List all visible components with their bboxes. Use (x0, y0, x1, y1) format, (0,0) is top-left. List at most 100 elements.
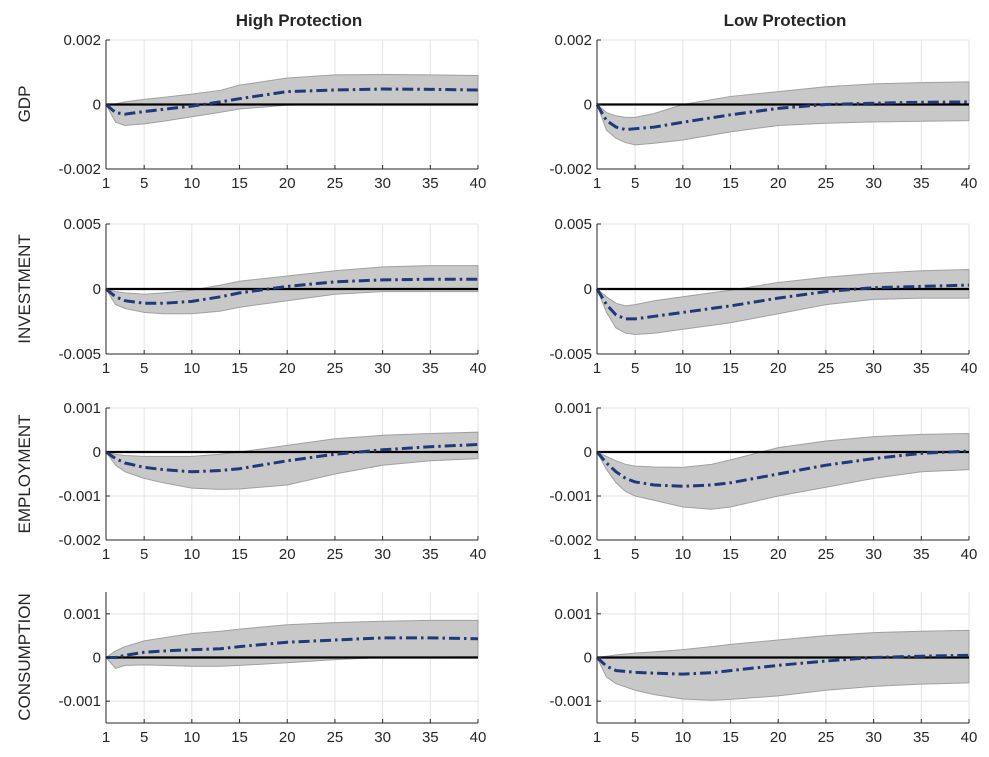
x-tick-label: 25 (327, 175, 344, 192)
median-response-line (105, 277, 478, 305)
y-tick-label: 0.001 (554, 606, 592, 623)
x-tick-label: 20 (279, 360, 296, 377)
x-tick-label: 1 (593, 546, 601, 563)
x-tick-label: 20 (770, 546, 787, 563)
x-tick-label: 5 (631, 175, 639, 192)
x-tick-label: 25 (327, 729, 344, 746)
y-tick-label: 0.001 (554, 400, 592, 417)
x-tick-label: 30 (865, 175, 882, 192)
x-tick-label: 40 (961, 175, 978, 192)
x-tick-label: 35 (422, 360, 439, 377)
x-tick-label: 30 (374, 729, 391, 746)
x-tick-label: 20 (279, 546, 296, 563)
x-tick-label: 35 (913, 729, 930, 746)
median-response-line (105, 443, 479, 474)
y-tick-label: -0.002 (549, 532, 592, 549)
x-tick-label: 35 (913, 546, 930, 563)
x-tick-label: 15 (722, 175, 739, 192)
x-tick-label: 25 (818, 729, 835, 746)
y-tick-label: -0.001 (549, 488, 592, 505)
x-tick-label: 35 (913, 360, 930, 377)
y-tick-label: -0.002 (549, 161, 592, 178)
row-label-investment: INVESTMENT (15, 234, 34, 344)
x-tick-label: 10 (184, 729, 201, 746)
confidence-band (595, 433, 970, 510)
x-tick-label: 10 (675, 175, 692, 192)
x-tick-label: 5 (140, 546, 148, 563)
x-tick-label: 15 (231, 546, 248, 563)
y-tick-label: 0 (93, 281, 101, 298)
median-response-line (105, 87, 479, 116)
y-tick-label: -0.001 (58, 693, 101, 710)
y-tick-label: 0 (584, 97, 592, 114)
y-tick-label: -0.005 (58, 346, 101, 363)
x-tick-label: 35 (422, 546, 439, 563)
y-tick-label: 0.002 (63, 32, 101, 49)
x-tick-label: 40 (470, 360, 487, 377)
x-tick-label: 35 (422, 175, 439, 192)
y-tick-label: 0 (584, 650, 592, 667)
median-response-line (106, 636, 479, 659)
x-tick-label: 10 (675, 546, 692, 563)
x-tick-label: 10 (184, 175, 201, 192)
column-title-low-protection: Low Protection (724, 11, 847, 30)
x-tick-label: 1 (102, 360, 110, 377)
x-tick-label: 1 (102, 729, 110, 746)
x-tick-label: 10 (184, 546, 201, 563)
x-tick-label: 30 (865, 360, 882, 377)
confidence-band (596, 268, 970, 336)
x-tick-label: 35 (913, 175, 930, 192)
y-tick-label: 0.005 (554, 216, 592, 233)
x-tick-label: 1 (102, 546, 110, 563)
x-tick-label: 40 (470, 175, 487, 192)
x-tick-label: 15 (231, 729, 248, 746)
x-tick-label: 25 (327, 360, 344, 377)
x-tick-label: 20 (770, 175, 787, 192)
confidence-band (105, 619, 479, 669)
y-tick-label: 0 (584, 281, 592, 298)
x-tick-label: 40 (470, 729, 487, 746)
y-tick-label: -0.002 (58, 161, 101, 178)
x-tick-label: 30 (865, 546, 882, 563)
y-tick-label: 0 (93, 650, 101, 667)
y-tick-label: -0.001 (58, 488, 101, 505)
y-tick-label: 0 (93, 444, 101, 461)
confidence-band (596, 629, 970, 701)
median-response-line (595, 100, 970, 132)
median-response-line (595, 653, 970, 676)
y-tick-label: 0.001 (63, 400, 101, 417)
y-tick-label: 0.001 (63, 606, 101, 623)
x-tick-label: 5 (631, 360, 639, 377)
x-tick-label: 25 (818, 175, 835, 192)
x-tick-label: 5 (631, 729, 639, 746)
x-tick-label: 15 (722, 360, 739, 377)
x-tick-label: 5 (140, 729, 148, 746)
x-tick-label: 20 (279, 175, 296, 192)
x-tick-label: 25 (818, 546, 835, 563)
x-tick-label: 15 (231, 175, 248, 192)
x-tick-label: 40 (961, 546, 978, 563)
x-tick-label: 40 (961, 729, 978, 746)
x-tick-label: 30 (374, 546, 391, 563)
x-tick-label: 20 (770, 360, 787, 377)
y-tick-label: -0.005 (549, 346, 592, 363)
y-tick-label: 0.002 (554, 32, 592, 49)
column-title-high-protection: High Protection (236, 11, 363, 30)
x-tick-label: 10 (184, 360, 201, 377)
y-tick-label: -0.001 (549, 693, 592, 710)
x-tick-label: 10 (675, 360, 692, 377)
x-tick-label: 40 (961, 360, 978, 377)
x-tick-label: 5 (140, 175, 148, 192)
row-label-gdp: GDP (15, 86, 34, 123)
x-tick-label: 30 (865, 729, 882, 746)
median-response-line (595, 283, 970, 321)
x-tick-label: 25 (327, 546, 344, 563)
